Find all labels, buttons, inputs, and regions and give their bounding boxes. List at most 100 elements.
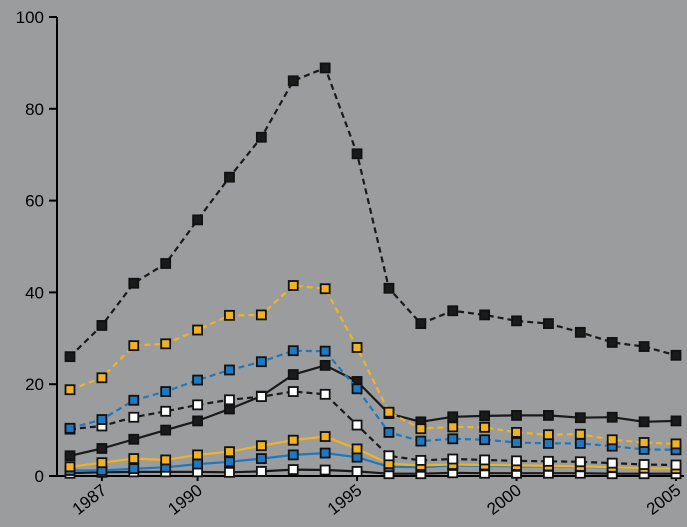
data-point <box>192 214 203 226</box>
data-point <box>415 423 427 435</box>
data-point <box>96 457 108 469</box>
data-point <box>64 351 76 363</box>
data-point <box>128 277 140 289</box>
x-tick-label: 2000 <box>483 481 525 519</box>
data-point <box>511 455 522 467</box>
data-point <box>606 337 618 348</box>
data-point <box>319 447 331 459</box>
data-point <box>192 374 203 386</box>
data-point <box>224 403 235 415</box>
data-point <box>638 416 650 428</box>
y-tick-label: 100 <box>16 8 44 27</box>
data-point <box>511 315 522 327</box>
data-point <box>64 422 76 434</box>
data-point <box>383 282 395 294</box>
data-point <box>351 383 363 395</box>
data-point <box>192 458 203 470</box>
data-point <box>511 410 522 421</box>
data-point <box>192 415 203 427</box>
data-point <box>415 454 427 466</box>
data-point <box>383 450 395 462</box>
data-point <box>543 410 554 421</box>
data-point <box>319 62 331 74</box>
data-point <box>415 318 427 330</box>
data-point <box>574 428 586 440</box>
series-layer <box>64 62 682 480</box>
data-point <box>447 453 459 465</box>
data-point <box>479 410 491 422</box>
x-tick-label: 1995 <box>324 481 366 519</box>
data-point <box>224 466 235 478</box>
data-point <box>255 440 267 452</box>
data-point <box>287 464 299 475</box>
data-point <box>64 384 76 396</box>
data-point <box>606 457 618 469</box>
data-point <box>160 405 172 417</box>
data-point <box>255 391 267 402</box>
y-tick-label: 20 <box>25 375 44 394</box>
data-point <box>479 454 491 466</box>
data-point <box>351 148 363 160</box>
data-point <box>351 443 363 455</box>
data-point <box>447 433 459 445</box>
data-point <box>574 326 586 338</box>
y-tick-label: 80 <box>25 100 44 119</box>
series-line <box>69 66 677 358</box>
data-point <box>479 421 491 433</box>
data-point <box>255 131 267 143</box>
data-point <box>479 434 491 446</box>
data-point <box>351 466 363 477</box>
data-point <box>96 443 108 454</box>
data-point <box>287 280 299 291</box>
data-point <box>287 449 299 461</box>
series-3 <box>64 345 682 456</box>
data-point <box>287 386 299 397</box>
data-point <box>543 429 554 441</box>
data-point <box>319 388 331 400</box>
y-tick-label: 40 <box>25 283 44 302</box>
y-ticks: 0 20 40 60 80 100 <box>16 8 57 486</box>
data-point <box>255 466 267 477</box>
data-point <box>287 345 299 357</box>
data-point <box>479 309 491 321</box>
data-point <box>96 414 108 425</box>
series-line <box>69 284 677 445</box>
data-point <box>192 324 203 336</box>
data-point <box>128 340 140 352</box>
data-point <box>319 431 331 442</box>
data-point <box>319 359 331 371</box>
data-point <box>383 426 395 438</box>
data-point <box>574 456 586 468</box>
data-point <box>64 461 76 473</box>
data-point <box>255 309 267 321</box>
data-point <box>543 438 554 449</box>
data-point <box>511 426 522 438</box>
data-point <box>383 406 395 418</box>
data-point <box>224 171 235 183</box>
data-point <box>351 419 363 431</box>
x-tick-label: 1987 <box>69 481 111 519</box>
y-tick-label: 60 <box>25 192 44 211</box>
data-point <box>192 399 203 411</box>
data-point <box>670 415 682 427</box>
data-point <box>447 411 459 423</box>
data-point <box>224 364 235 376</box>
data-point <box>638 341 650 352</box>
data-point <box>96 320 108 331</box>
data-point <box>192 449 203 461</box>
x-ticks: 1987 1990 1995 2000 2005 <box>69 476 684 519</box>
data-point <box>638 437 650 448</box>
data-point <box>287 75 299 87</box>
data-point <box>160 258 172 269</box>
data-point <box>255 356 267 368</box>
series-1 <box>64 62 682 363</box>
data-point <box>670 438 682 450</box>
data-point <box>160 424 172 436</box>
data-point <box>160 386 172 397</box>
data-point <box>574 412 586 424</box>
data-point <box>511 437 522 448</box>
series-2 <box>64 280 682 450</box>
data-point <box>351 342 363 353</box>
data-point <box>96 372 108 384</box>
